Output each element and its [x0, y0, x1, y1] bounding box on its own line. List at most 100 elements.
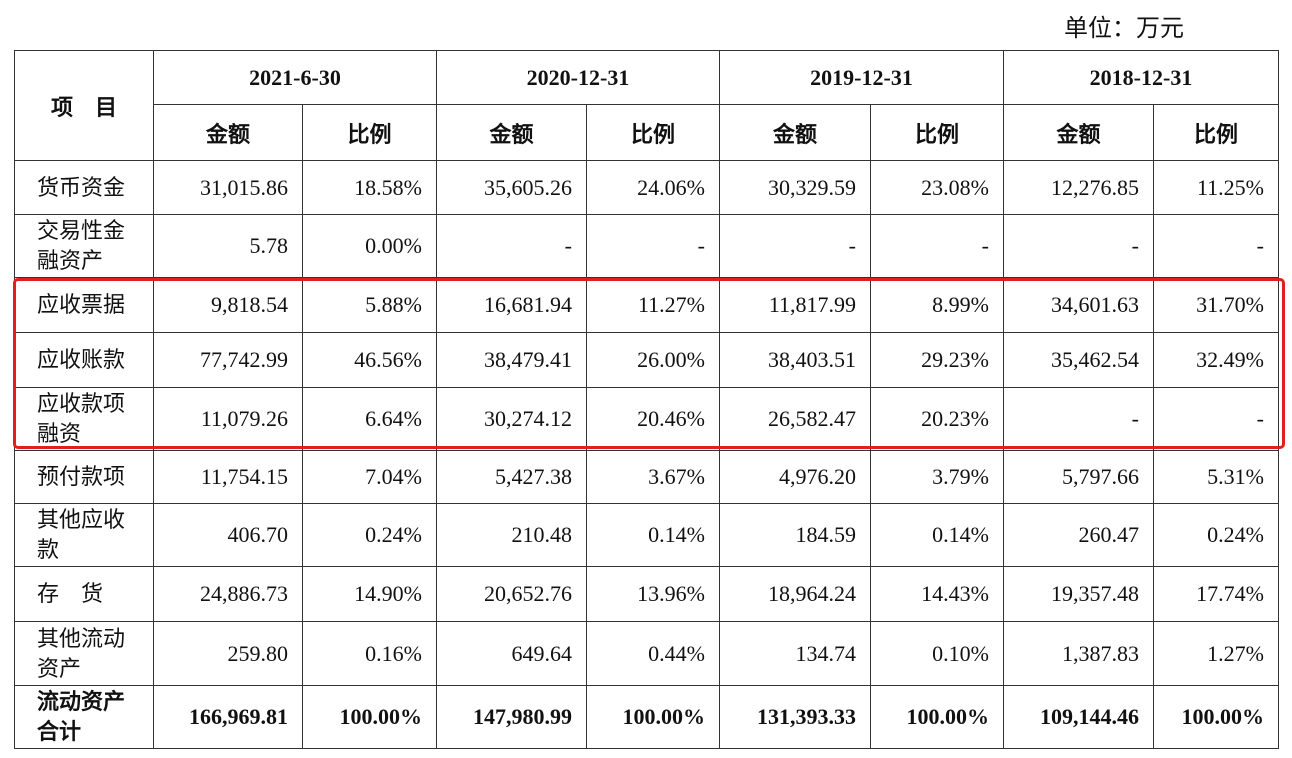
item-cell: 预付款项 — [14, 450, 154, 504]
item-label: 其他流动资产 — [37, 625, 126, 681]
ratio-cell: 100.00% — [586, 685, 720, 749]
item-cell: 应收账款 — [14, 332, 154, 388]
amount-cell: 35,462.54 — [1003, 332, 1154, 388]
item-label: 应收票据 — [37, 292, 126, 317]
balance-table: 项 目 2021-6-30 2020-12-31 2019-12-31 2018-12-… — [14, 50, 1279, 749]
ratio-cell: 3.79% — [870, 450, 1004, 504]
amount-cell: 18,964.24 — [719, 566, 871, 622]
ratio-header: 比例 — [302, 104, 437, 161]
ratio-cell: 100.00% — [302, 685, 437, 749]
header-item: 项 目 — [14, 50, 154, 161]
ratio-cell: 100.00% — [1153, 685, 1279, 749]
item-label: 交易性金融资产 — [37, 218, 126, 273]
amount-header: 金额 — [436, 104, 587, 161]
unit-label: 单位：万元 — [1064, 16, 1184, 42]
data-row: 应收票据 9,818.54 5.88% 16,681.94 11.27% 11,817.9… — [14, 277, 1279, 333]
ratio-cell: 31.70% — [1153, 277, 1279, 333]
data-row: 应收账款 77,742.99 46.56% 38,479.41 26.00% 38,403… — [14, 332, 1279, 388]
amount-header: 金额 — [153, 104, 303, 161]
amount-cell: 134.74 — [719, 621, 871, 686]
data-row: 存 货 24,886.73 14.90% 20,652.76 13.96% 18,964.… — [14, 566, 1279, 622]
amount-cell: 1,387.83 — [1003, 621, 1154, 686]
data-row: 其他应收款 406.70 0.24% 210.48 0.14% 184.59 0.14% 26… — [14, 503, 1279, 567]
item-label: 应收款项融资 — [37, 391, 126, 446]
amount-cell: 38,479.41 — [436, 332, 587, 388]
data-row: 其他流动资产 259.80 0.16% 649.64 0.44% 134.74 0.10% 1… — [14, 621, 1279, 686]
ratio-cell: 23.08% — [870, 160, 1004, 215]
ratio-cell: 3.67% — [586, 450, 720, 504]
amount-cell: 147,980.99 — [436, 685, 587, 749]
ratio-cell: 0.24% — [302, 503, 437, 567]
ratio-cell: 0.16% — [302, 621, 437, 686]
amount-cell: 11,079.26 — [153, 387, 303, 451]
item-cell: 应收款项融资 — [14, 387, 154, 451]
ratio-cell: 13.96% — [586, 566, 720, 622]
header-row: 项 目 2021-6-30 2020-12-31 2019-12-31 2018-12-… — [14, 50, 1279, 161]
ratio-cell: 0.44% — [586, 621, 720, 686]
amount-cell: 184.59 — [719, 503, 871, 567]
item-cell: 存 货 — [14, 566, 154, 622]
ratio-cell: 32.49% — [1153, 332, 1279, 388]
amount-cell: 4,976.20 — [719, 450, 871, 504]
ratio-cell: 11.27% — [586, 277, 720, 333]
data-row: 应收款项融资 11,079.26 6.64% 30,274.12 20.46% 26,58… — [14, 387, 1279, 451]
ratio-cell: 0.14% — [870, 503, 1004, 567]
amount-cell: 649.64 — [436, 621, 587, 686]
amount-cell: 260.47 — [1003, 503, 1154, 567]
period-header: 2018-12-31 — [1003, 50, 1279, 105]
amount-cell: - — [1003, 387, 1154, 451]
amount-cell: 9,818.54 — [153, 277, 303, 333]
ratio-header: 比例 — [586, 104, 720, 161]
item-cell: 其他应收款 — [14, 503, 154, 567]
period-header: 2021-6-30 — [153, 50, 437, 105]
amount-cell: 77,742.99 — [153, 332, 303, 388]
ratio-cell: 17.74% — [1153, 566, 1279, 622]
item-cell: 货币资金 — [14, 160, 154, 215]
amount-cell: 16,681.94 — [436, 277, 587, 333]
amount-cell: 131,393.33 — [719, 685, 871, 749]
period-header: 2019-12-31 — [719, 50, 1004, 105]
ratio-cell: 24.06% — [586, 160, 720, 215]
amount-cell: 5,427.38 — [436, 450, 587, 504]
period-header: 2020-12-31 — [436, 50, 720, 105]
amount-cell: 5,797.66 — [1003, 450, 1154, 504]
amount-cell: 24,886.73 — [153, 566, 303, 622]
amount-cell: 35,605.26 — [436, 160, 587, 215]
amount-cell: 166,969.81 — [153, 685, 303, 749]
ratio-cell: 0.14% — [586, 503, 720, 567]
amount-cell: 31,015.86 — [153, 160, 303, 215]
item-label: 其他应收款 — [37, 507, 126, 562]
amount-cell: 11,754.15 — [153, 450, 303, 504]
amount-cell: 210.48 — [436, 503, 587, 567]
amount-cell: 34,601.63 — [1003, 277, 1154, 333]
amount-header: 金额 — [719, 104, 871, 161]
amount-cell: 30,274.12 — [436, 387, 587, 451]
ratio-cell: 18.58% — [302, 160, 437, 215]
ratio-cell: 5.31% — [1153, 450, 1279, 504]
ratio-cell: 29.23% — [870, 332, 1004, 388]
amount-cell: - — [719, 214, 871, 278]
ratio-cell: 20.23% — [870, 387, 1004, 451]
item-label: 流动资产合计 — [37, 689, 126, 744]
item-label: 货币资金 — [37, 174, 126, 200]
amount-cell: 26,582.47 — [719, 387, 871, 451]
amount-cell: 19,357.48 — [1003, 566, 1154, 622]
ratio-cell: 26.00% — [586, 332, 720, 388]
data-row: 交易性金融资产 5.78 0.00% - - - - - - — [14, 214, 1279, 278]
amount-cell: 5.78 — [153, 214, 303, 278]
ratio-cell: 11.25% — [1153, 160, 1279, 215]
amount-cell: 259.80 — [153, 621, 303, 686]
ratio-cell: - — [1153, 387, 1279, 451]
ratio-cell: - — [1153, 214, 1279, 278]
table-body: 货币资金 31,015.86 18.58% 35,605.26 24.06% 30,329… — [14, 160, 1279, 749]
item-label: 应收账款 — [37, 347, 126, 372]
ratio-cell: - — [586, 214, 720, 278]
ratio-cell: 14.90% — [302, 566, 437, 622]
item-cell: 应收票据 — [14, 277, 154, 333]
ratio-cell: 100.00% — [870, 685, 1004, 749]
ratio-cell: 8.99% — [870, 277, 1004, 333]
item-cell: 其他流动资产 — [14, 621, 154, 686]
ratio-cell: - — [870, 214, 1004, 278]
ratio-cell: 0.10% — [870, 621, 1004, 686]
